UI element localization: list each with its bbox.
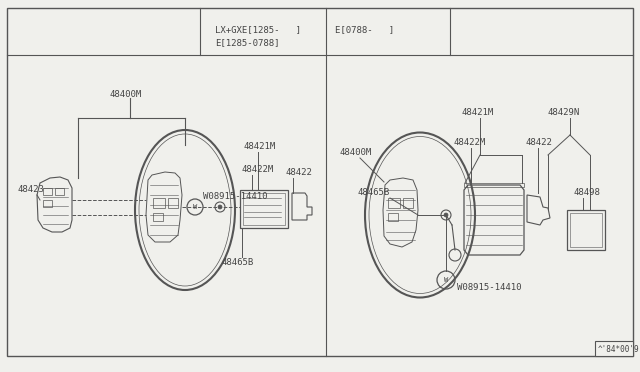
Bar: [168, 198, 178, 208]
Circle shape: [444, 213, 448, 217]
Bar: [595, 341, 633, 356]
Text: LX+GXE[1285-   ]: LX+GXE[1285- ]: [215, 25, 301, 34]
Bar: [567, 210, 605, 250]
Bar: [464, 183, 524, 187]
Bar: [388, 213, 398, 221]
Text: 48465B: 48465B: [357, 188, 389, 197]
Text: ^'84*00'9: ^'84*00'9: [598, 345, 639, 354]
Bar: [403, 198, 413, 208]
Text: 48421M: 48421M: [243, 142, 275, 151]
Bar: [153, 198, 165, 208]
Text: 48498: 48498: [574, 188, 601, 197]
Text: E[0788-   ]: E[0788- ]: [335, 25, 394, 34]
Text: 48429N: 48429N: [547, 108, 579, 117]
Bar: [570, 213, 602, 247]
Text: 48400M: 48400M: [110, 90, 142, 99]
Bar: [43, 188, 52, 195]
Bar: [43, 200, 52, 207]
Text: W: W: [193, 204, 197, 210]
Text: 48422: 48422: [525, 138, 552, 147]
Bar: [388, 198, 400, 208]
Text: 48422M: 48422M: [453, 138, 485, 147]
Text: W: W: [444, 277, 448, 283]
Text: 48465B: 48465B: [222, 258, 254, 267]
Text: 48422M: 48422M: [241, 165, 273, 174]
Text: W08915-14410: W08915-14410: [203, 192, 268, 201]
Circle shape: [218, 205, 222, 209]
Text: 48422: 48422: [285, 168, 312, 177]
Text: W08915-14410: W08915-14410: [457, 283, 522, 292]
Text: 48421M: 48421M: [462, 108, 494, 117]
Bar: [153, 213, 163, 221]
Bar: [243, 193, 285, 225]
Text: 48400M: 48400M: [340, 148, 372, 157]
Bar: [240, 190, 288, 228]
Text: 48423: 48423: [18, 185, 45, 194]
Bar: [55, 188, 64, 195]
Text: E[1285-0788]: E[1285-0788]: [215, 38, 280, 47]
